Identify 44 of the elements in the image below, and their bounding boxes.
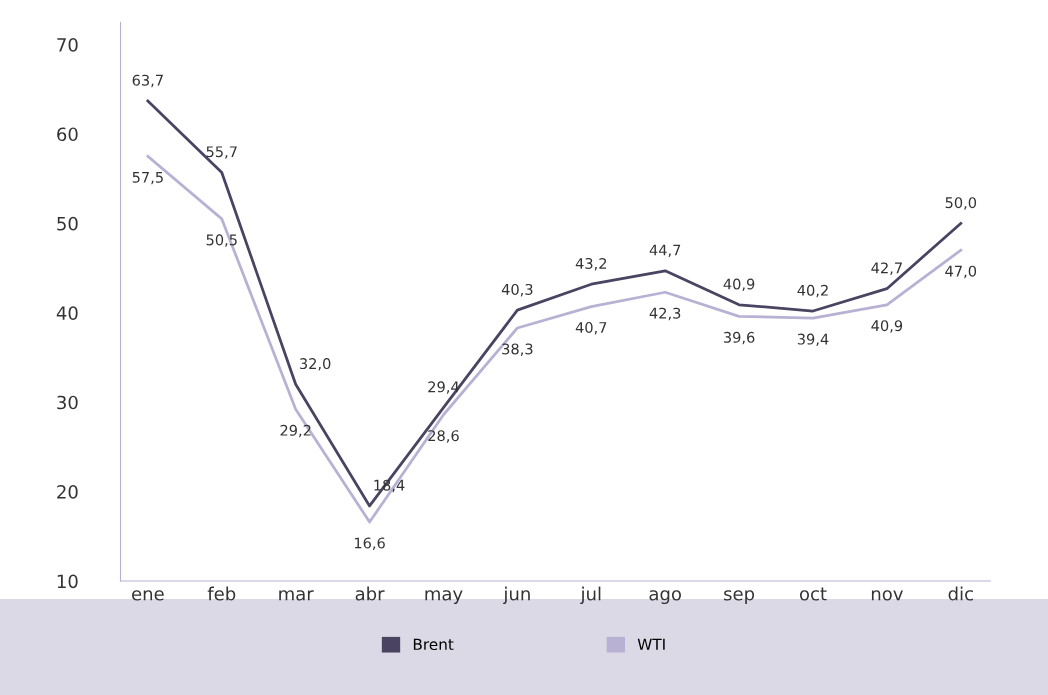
x-tick-label: may: [425, 590, 463, 605]
x-tick-label: nov: [871, 590, 903, 601]
y-tick-label: 20: [57, 485, 78, 499]
x-tick-label: feb: [207, 586, 236, 601]
data-label: 39,4: [797, 333, 829, 347]
x-tick-label: mar: [279, 590, 314, 601]
y-tick-label: 30: [57, 395, 78, 410]
data-label: 39,6: [723, 331, 755, 345]
data-label: 40,7: [575, 321, 607, 335]
y-tick-label: 50: [57, 216, 78, 231]
data-label: 40,3: [501, 283, 533, 297]
data-label: 28,6: [428, 430, 459, 443]
x-tick-label: dic: [948, 586, 973, 601]
data-label: 47,0: [945, 265, 977, 279]
x-tick-label: oct: [799, 587, 827, 601]
data-label: 55,7: [206, 146, 237, 159]
data-label: 29,4: [428, 381, 459, 394]
x-tick-label: ene: [132, 590, 164, 601]
data-label: 42,7: [871, 262, 902, 275]
x-tick-label: jul: [580, 586, 601, 605]
y-tick-label: 10: [57, 574, 78, 589]
data-label: 43,2: [575, 257, 607, 271]
data-label: 57,5: [132, 171, 163, 185]
data-label: 40,2: [797, 284, 828, 298]
data-label: 29,2: [280, 424, 311, 438]
data-label: 50,0: [945, 197, 977, 210]
legend-label: Brent: [413, 638, 454, 651]
legend-label: WTI: [637, 638, 665, 650]
y-tick-label: 60: [57, 127, 78, 142]
x-tick-label: jun: [503, 586, 530, 605]
data-label: 16,6: [354, 537, 385, 550]
data-label: 63,7: [132, 74, 163, 88]
y-tick-label: 40: [56, 306, 78, 320]
data-label: 38,3: [502, 343, 533, 356]
data-label: 44,7: [649, 244, 681, 258]
data-label: 50,5: [206, 234, 237, 247]
data-label: 42,3: [649, 307, 681, 321]
data-label: 32,0: [299, 358, 331, 371]
x-tick-label: abr: [355, 586, 385, 601]
x-tick-label: sep: [724, 590, 755, 605]
y-tick-label: 70: [57, 38, 78, 52]
x-tick-label: ago: [649, 590, 681, 605]
data-label: 40,9: [723, 278, 755, 292]
data-label: 40,9: [871, 320, 903, 333]
